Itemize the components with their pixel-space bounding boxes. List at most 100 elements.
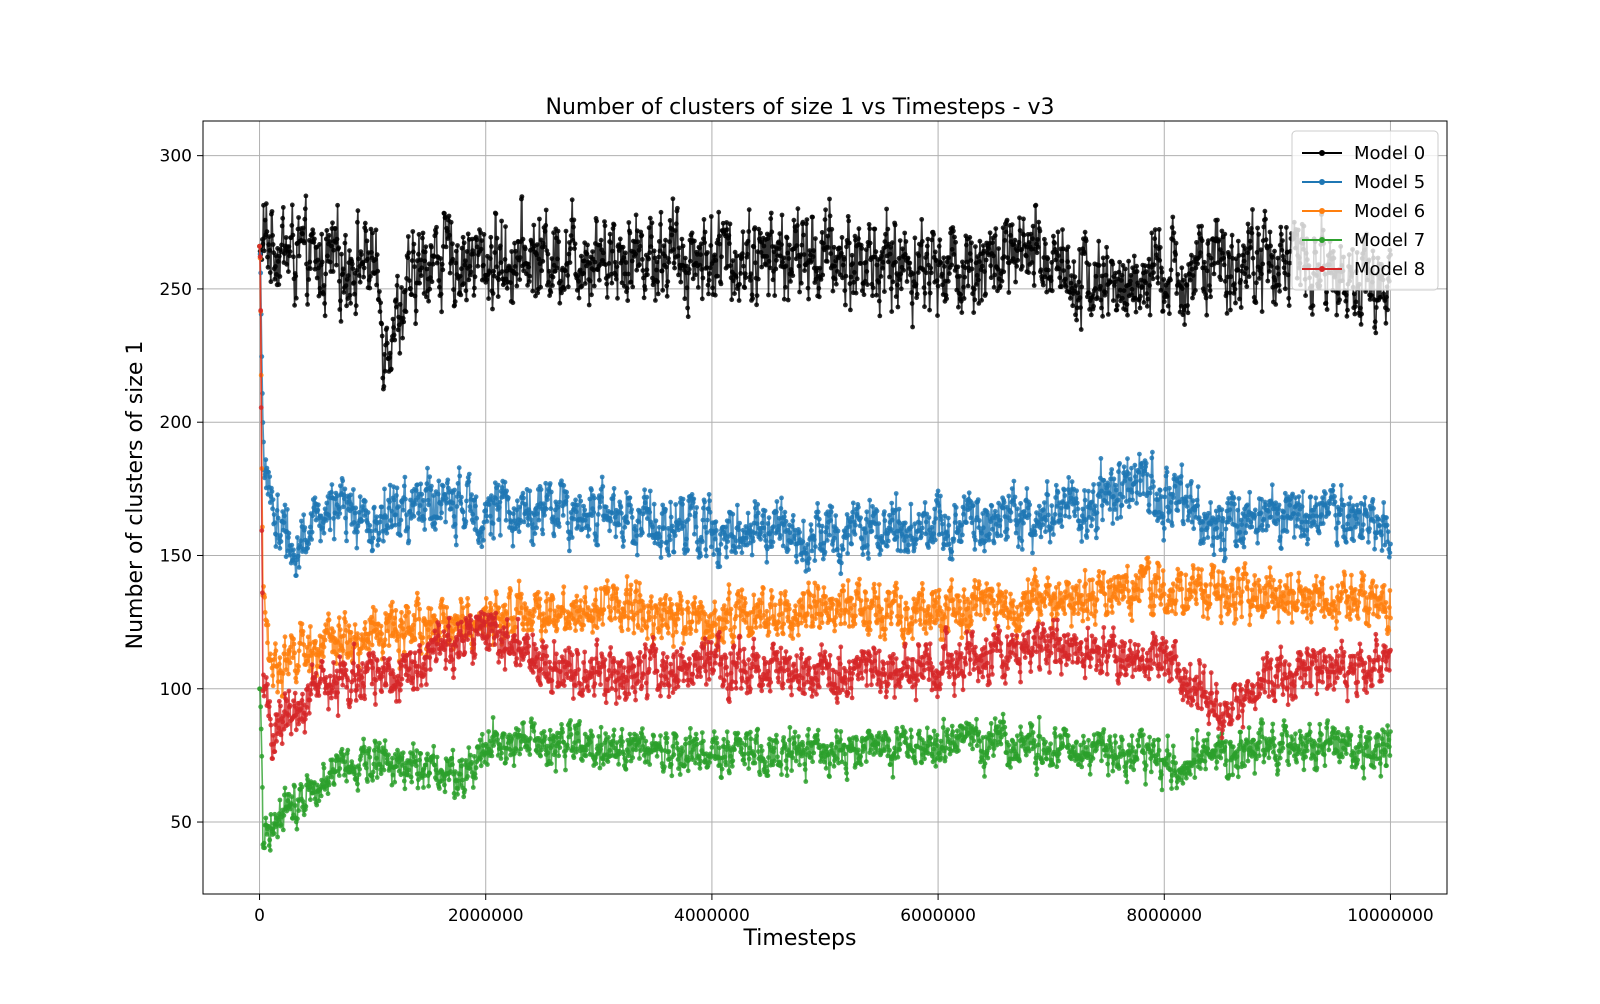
data-point (444, 496, 449, 501)
data-point (449, 220, 454, 225)
data-point (1351, 538, 1356, 543)
data-point (1163, 487, 1168, 492)
data-point (1256, 232, 1261, 237)
data-point (1185, 283, 1190, 288)
data-point (388, 518, 393, 523)
data-point (984, 258, 989, 263)
data-point (544, 208, 549, 213)
data-point (856, 505, 861, 510)
data-point (272, 512, 277, 517)
data-point (323, 313, 328, 318)
data-point (769, 588, 774, 593)
data-point (292, 651, 297, 656)
data-point (1021, 521, 1026, 526)
data-point (785, 251, 790, 256)
data-point (278, 655, 283, 660)
data-point (466, 232, 471, 237)
data-point (747, 207, 752, 212)
data-point (370, 548, 375, 553)
data-point (813, 236, 818, 241)
data-point (1270, 482, 1275, 487)
data-point (791, 513, 796, 518)
data-point (604, 282, 609, 287)
data-point (1279, 232, 1284, 237)
data-point (1110, 262, 1115, 267)
data-point (412, 613, 417, 618)
data-point (698, 554, 703, 559)
data-point (500, 269, 505, 274)
data-point (1166, 304, 1171, 309)
data-point (1030, 551, 1035, 556)
data-point (1126, 259, 1131, 264)
data-point (387, 499, 392, 504)
data-point (625, 520, 630, 525)
data-point (700, 296, 705, 301)
data-point (300, 232, 305, 237)
data-point (1195, 503, 1200, 508)
data-point (439, 510, 444, 515)
data-point (969, 516, 974, 521)
data-point (1005, 535, 1010, 540)
data-point (794, 560, 799, 565)
data-point (952, 252, 957, 257)
data-point (585, 243, 590, 248)
data-point (1025, 486, 1030, 491)
data-point (425, 267, 430, 272)
data-point (1094, 274, 1099, 279)
data-point (545, 497, 550, 502)
data-point (274, 532, 279, 537)
data-point (401, 508, 406, 513)
data-point (1108, 280, 1113, 285)
data-point (543, 629, 548, 634)
data-point (1105, 255, 1110, 260)
data-point (655, 607, 660, 612)
data-point (978, 239, 983, 244)
data-point (725, 227, 730, 232)
data-point (1197, 231, 1202, 236)
data-point (270, 673, 275, 678)
data-point (405, 525, 410, 530)
data-point (845, 551, 850, 556)
data-point (647, 615, 652, 620)
data-point (434, 231, 439, 236)
data-point (867, 498, 872, 503)
data-point (336, 245, 341, 250)
data-point (654, 518, 659, 523)
data-point (992, 273, 997, 278)
data-point (463, 258, 468, 263)
data-point (1222, 263, 1227, 268)
data-point (292, 642, 297, 647)
data-point (316, 502, 321, 507)
data-point (517, 505, 522, 510)
data-point (1016, 544, 1021, 549)
data-point (271, 683, 276, 688)
data-point (1276, 518, 1281, 523)
data-point (1377, 523, 1382, 528)
data-point (1098, 284, 1103, 289)
data-point (1054, 483, 1059, 488)
data-point (536, 590, 541, 595)
data-point (534, 253, 539, 258)
data-point (919, 217, 924, 222)
data-point (423, 244, 428, 249)
data-point (573, 241, 578, 246)
data-point (806, 297, 811, 302)
data-point (911, 271, 916, 276)
data-point (961, 285, 966, 290)
data-point (1106, 312, 1111, 317)
data-point (694, 505, 699, 510)
data-point (630, 259, 635, 264)
data-point (852, 270, 857, 275)
data-point (540, 259, 545, 264)
data-point (1045, 479, 1050, 484)
data-point (420, 236, 425, 241)
data-point (548, 506, 553, 511)
data-point (461, 281, 466, 286)
data-point (410, 627, 415, 632)
data-point (411, 623, 416, 628)
data-point (263, 218, 268, 223)
data-point (402, 484, 407, 489)
data-point (1168, 508, 1173, 513)
data-point (640, 257, 645, 262)
